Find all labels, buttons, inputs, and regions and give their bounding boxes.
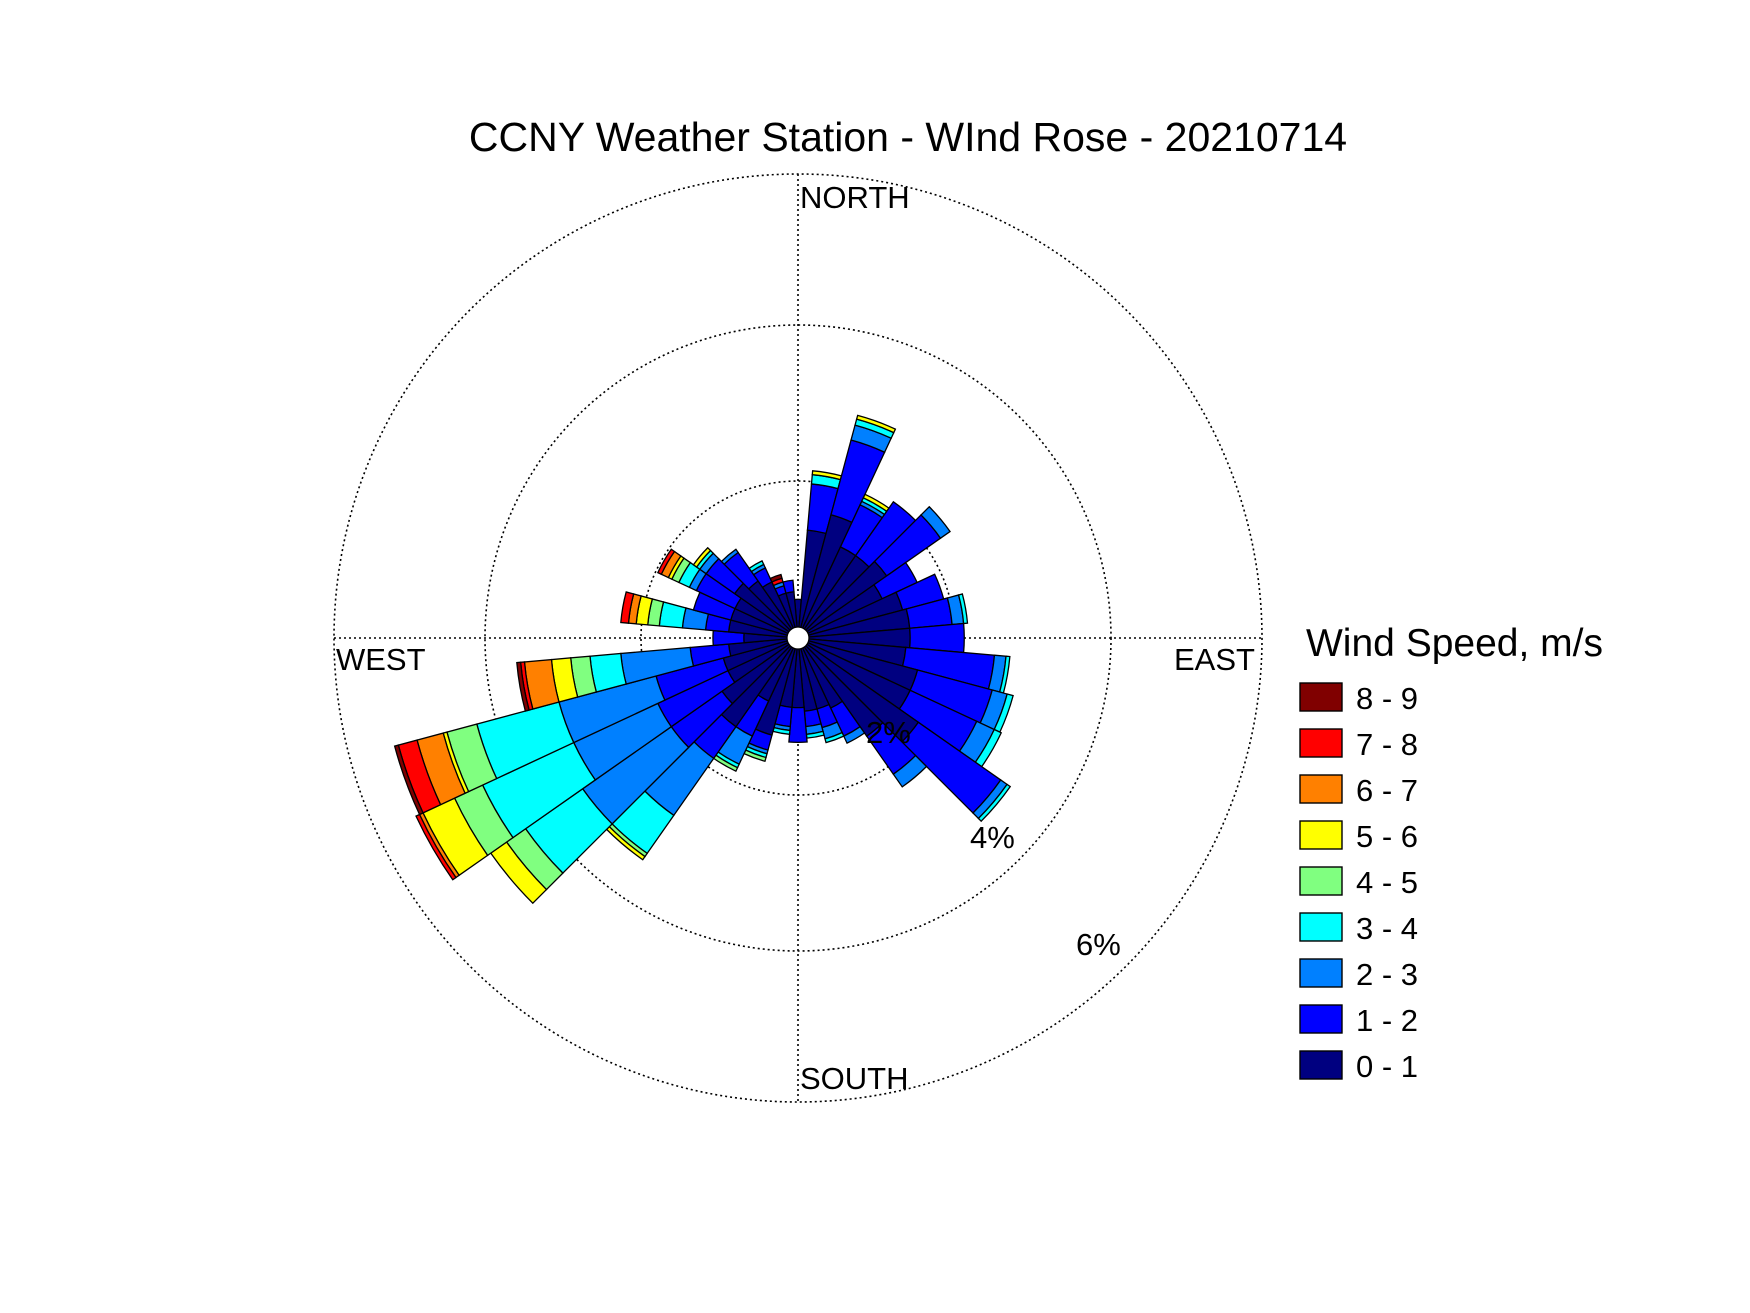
legend-label-6: 6 - 7 [1356,773,1418,808]
sector-50-bin-2 [920,505,951,540]
label-south: SOUTH [800,1061,909,1096]
legend-label-8: 8 - 9 [1356,681,1418,716]
chart-title: CCNY Weather Station - WInd Rose - 20210… [469,114,1347,160]
sector-340-bin-8 [769,573,783,583]
wind-rose-sectors [393,414,1014,905]
legend-swatch-7 [1299,728,1343,758]
sector-330-bin-3 [748,560,765,573]
legend-swatch-5 [1299,820,1343,850]
sector-130-bin-3 [977,783,1012,823]
legend-swatch-3 [1299,912,1343,942]
sector-250-bin-8 [393,744,424,816]
legend-swatch-1 [1299,1004,1343,1034]
legend-label-5: 5 - 6 [1356,819,1418,854]
sector-310-bin-5 [692,546,712,568]
sector-240-bin-7 [415,813,457,881]
legend-swatch-2 [1299,958,1343,988]
center-hole [786,626,810,650]
sector-150-bin-2 [842,725,866,744]
sector-20-bin-5 [855,414,897,434]
sector-180-bin-1 [788,706,808,744]
ring-label-6pct: 6% [1076,927,1121,962]
legend: Wind Speed, m/s 8 - 9 7 - 8 6 - 7 5 - 6 4 - … [1299,622,1603,1084]
legend-swatch-0 [1299,1050,1343,1080]
legend-title: Wind Speed, m/s [1306,622,1603,665]
label-north: NORTH [800,180,910,215]
legend-label-2: 2 - 3 [1356,957,1418,992]
legend-swatch-6 [1299,774,1343,804]
sector-160-bin-3 [824,731,845,744]
sector-300-bin-7 [656,548,676,576]
legend-swatch-8 [1299,682,1343,712]
legend-label-1: 1 - 2 [1356,1003,1418,1038]
sector-80-bin-3 [957,593,969,625]
sector-280-bin-7 [620,591,635,624]
label-west: WEST [336,642,426,677]
sector-350-bin-1 [782,579,795,594]
ring-label-4pct: 4% [970,820,1015,855]
legend-label-4: 4 - 5 [1356,865,1418,900]
ring-label-2pct: 2% [866,715,911,750]
legend-label-0: 0 - 1 [1356,1049,1418,1084]
legend-label-3: 3 - 4 [1356,911,1418,946]
sector-320-bin-2 [720,548,740,566]
legend-items: 8 - 9 7 - 8 6 - 7 5 - 6 4 - 5 3 - 4 2 - 3 1 - 2… [1299,681,1418,1084]
legend-label-7: 7 - 8 [1356,727,1418,762]
label-east: EAST [1174,642,1255,677]
legend-swatch-4 [1299,866,1343,896]
sector-140-bin-2 [892,754,928,788]
sector-280-bin-3 [658,601,687,629]
sector-260-bin-8 [516,661,530,712]
